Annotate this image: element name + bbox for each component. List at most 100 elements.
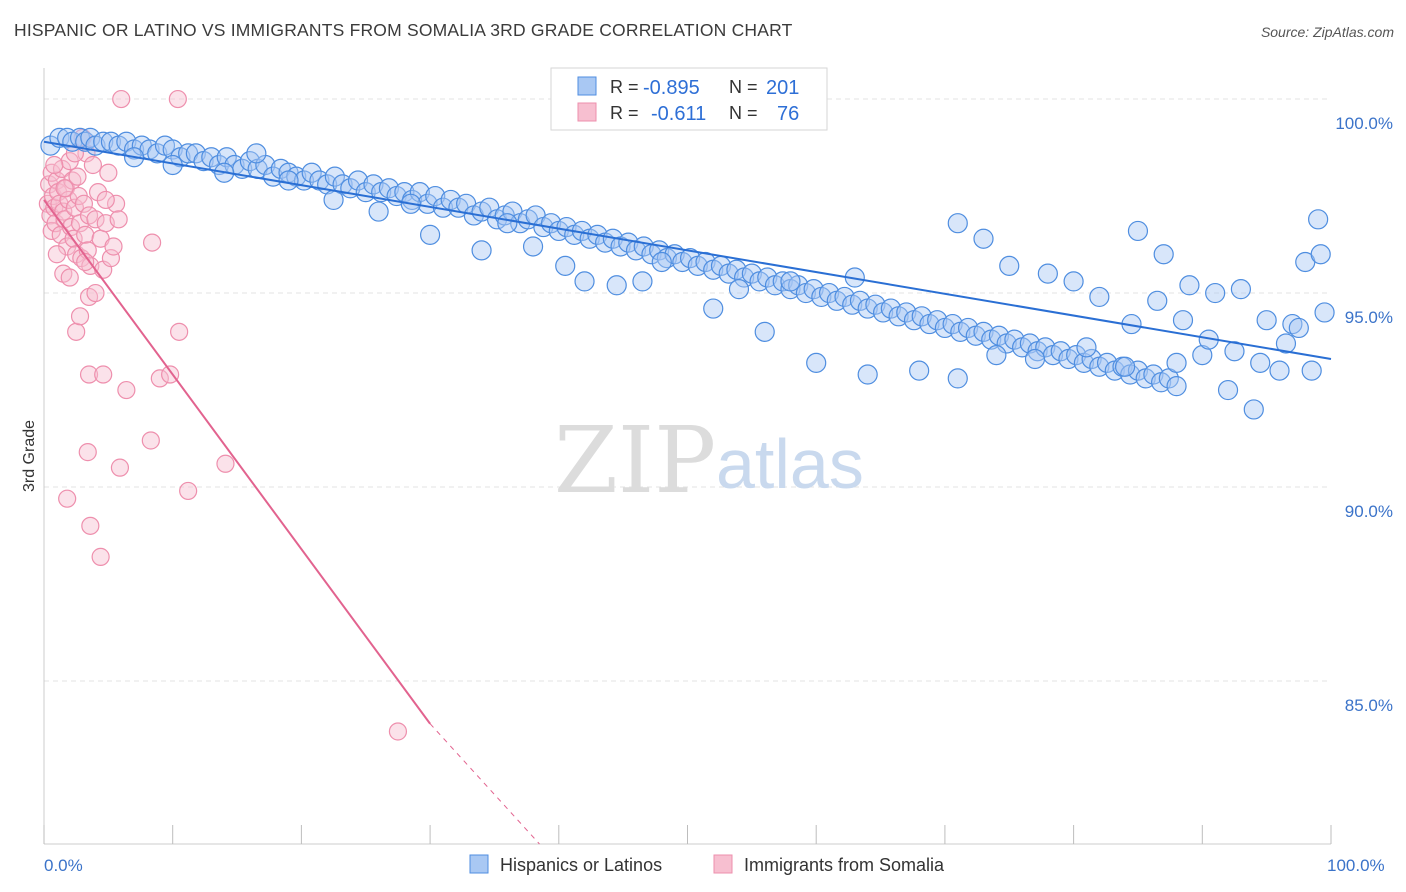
source-credit: Source: ZipAtlas.com — [1260, 24, 1394, 40]
point-hispanic — [1081, 348, 1102, 370]
point-somalia — [68, 167, 87, 186]
x-tick-label-min: 0.0% — [44, 856, 83, 875]
point-somalia — [99, 163, 118, 182]
point-somalia — [161, 365, 180, 384]
point-hispanic — [1089, 286, 1110, 308]
point-hispanic — [942, 313, 963, 335]
legend-n-value-hispanic: 201 — [766, 77, 799, 99]
point-hispanic — [806, 352, 827, 373]
point-hispanic — [1205, 282, 1226, 304]
point-hispanic — [834, 286, 855, 308]
point-hispanic — [1243, 399, 1264, 420]
point-somalia — [106, 194, 126, 213]
point-hispanic — [1166, 352, 1187, 373]
bottom-legend-label-hispanic: Hispanics or Latinos — [500, 855, 662, 875]
point-somalia — [79, 365, 99, 384]
point-hispanic — [1019, 333, 1040, 354]
point-hispanic — [632, 271, 653, 292]
watermark: ZIP atlas — [554, 407, 864, 514]
point-hispanic — [651, 251, 672, 273]
point-hispanic — [1166, 376, 1187, 397]
point-hispanic — [909, 360, 930, 381]
point-somalia — [54, 202, 73, 221]
point-hispanic — [754, 321, 775, 342]
point-hispanic — [772, 271, 793, 292]
point-hispanic — [1127, 360, 1149, 381]
point-hispanic — [323, 189, 344, 211]
point-hispanic — [1301, 360, 1322, 381]
legend-r-label-hispanic: R = — [610, 77, 639, 97]
point-somalia — [94, 365, 113, 384]
point-hispanic — [741, 263, 762, 284]
point-hispanic — [606, 275, 627, 296]
point-hispanic — [185, 143, 206, 164]
point-hispanic — [201, 147, 222, 168]
y-tick-label: 95.0% — [1345, 308, 1393, 327]
point-somalia — [96, 190, 115, 210]
point-somalia — [141, 431, 160, 450]
point-hispanic — [1063, 271, 1084, 292]
point-hispanic — [1050, 341, 1071, 362]
point-hispanic — [1282, 313, 1303, 335]
legend-n-label-hispanic: N = — [729, 77, 758, 97]
point-somalia — [83, 155, 103, 175]
grid-lines — [44, 98, 1331, 682]
watermark-atlas: atlas — [716, 425, 864, 503]
legend-r-label-somalia: R = — [610, 103, 639, 123]
trend-line-somalia-extension — [429, 723, 540, 845]
y-tick-label: 90.0% — [1345, 502, 1393, 521]
point-hispanic — [162, 139, 183, 160]
point-hispanic — [728, 279, 750, 300]
point-hispanic — [1275, 333, 1297, 354]
trend-line-somalia — [43, 199, 431, 725]
point-somalia — [86, 210, 105, 229]
point-somalia — [101, 249, 121, 268]
point-hispanic — [556, 216, 577, 238]
point-hispanic — [857, 364, 878, 385]
legend-swatch-somalia — [577, 102, 597, 122]
point-hispanic — [1256, 310, 1277, 331]
point-hispanic — [1288, 317, 1309, 339]
legend-n-label-somalia: N = — [729, 103, 758, 123]
point-somalia — [110, 458, 130, 477]
point-hispanic — [1147, 290, 1168, 311]
point-hispanic — [574, 271, 595, 292]
point-hispanic — [1024, 348, 1046, 370]
legend-bottom: Hispanics or Latinos Immigrants from Som… — [469, 854, 945, 875]
point-hispanic — [911, 306, 932, 327]
point-hispanic — [1230, 279, 1252, 300]
point-hispanic — [947, 213, 968, 234]
point-somalia — [67, 322, 86, 341]
point-hispanic — [973, 321, 994, 342]
point-hispanic — [246, 143, 267, 164]
bottom-legend-swatch-somalia — [713, 854, 733, 874]
point-somalia — [88, 183, 108, 202]
point-somalia — [170, 322, 189, 341]
watermark-zip: ZIP — [554, 407, 716, 514]
y-axis-title: 3rd Grade — [21, 420, 38, 492]
point-somalia — [150, 369, 169, 388]
point-hispanic — [988, 325, 1010, 346]
point-hispanic — [1310, 244, 1331, 265]
legend-r-value-somalia: -0.611 — [651, 103, 706, 125]
point-hispanic — [1314, 302, 1335, 323]
point-hispanic — [1172, 310, 1194, 331]
point-hispanic — [818, 282, 840, 304]
point-hispanic — [1066, 345, 1087, 366]
point-somalia — [104, 237, 123, 256]
point-hispanic — [1217, 379, 1239, 401]
point-hispanic — [216, 147, 237, 168]
point-hispanic — [417, 193, 438, 214]
point-hispanic — [1179, 275, 1200, 296]
point-hispanic — [703, 298, 724, 319]
point-somalia — [60, 268, 79, 287]
point-somalia — [47, 245, 66, 264]
y-tick-labels: 85.0% 90.0% 95.0% 100.0% — [1335, 114, 1393, 715]
point-hispanic — [497, 213, 518, 234]
chart-title: HISPANIC OR LATINO VS IMMIGRANTS FROM SO… — [14, 20, 793, 40]
point-somalia — [143, 233, 162, 252]
point-somalia — [78, 443, 97, 462]
point-somalia — [86, 283, 105, 303]
point-hispanic — [1153, 244, 1174, 265]
point-somalia — [117, 380, 136, 400]
